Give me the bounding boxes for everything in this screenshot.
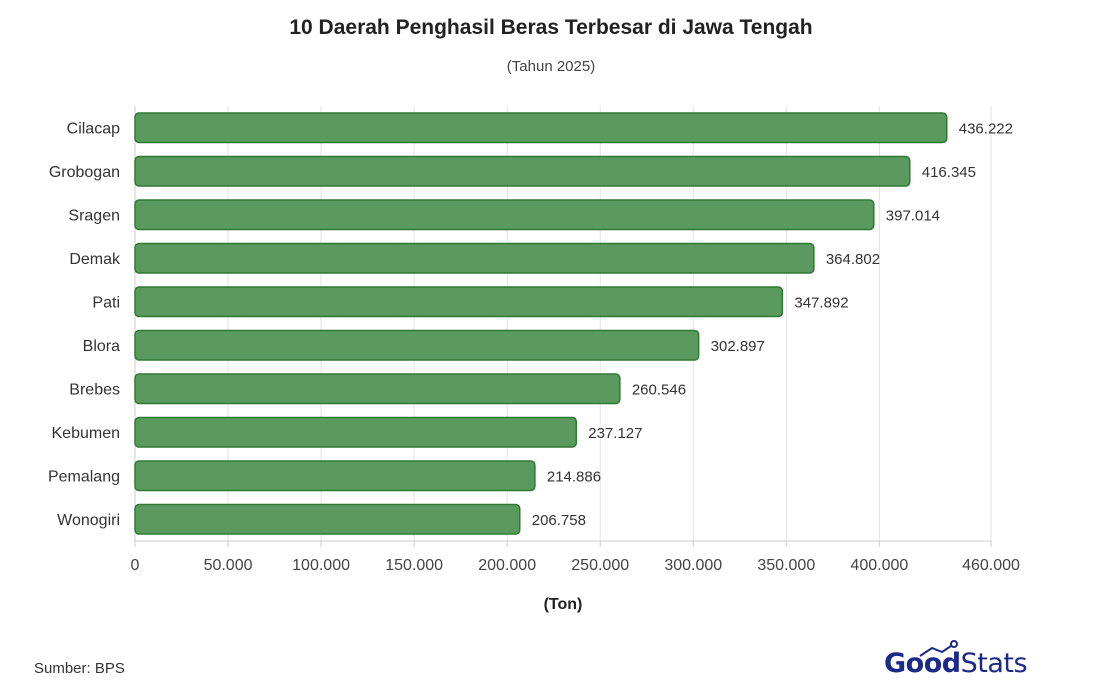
value-label: 206.758 bbox=[532, 512, 586, 529]
chart-subtitle: (Tahun 2025) bbox=[506, 58, 596, 75]
bar bbox=[134, 416, 578, 448]
category-label: Sragen bbox=[68, 207, 120, 224]
chart-title: 10 Daerah Penghasil Beras Terbesar di Ja… bbox=[289, 16, 813, 39]
category-label: Pati bbox=[92, 294, 120, 311]
category-label: Demak bbox=[69, 251, 121, 268]
bar bbox=[134, 460, 536, 492]
bar-chart: 0 50.000 100.000 150.000 200.000 250.000 300.0… bbox=[48, 106, 1020, 613]
bar bbox=[134, 373, 621, 405]
goodstats-logo-mark-icon bbox=[919, 640, 958, 657]
x-tick-label: 0 bbox=[131, 557, 140, 574]
x-tick-label: 50.000 bbox=[204, 557, 253, 574]
source-note: Sumber: BPS bbox=[34, 660, 125, 677]
category-label: Wonogiri bbox=[57, 512, 120, 529]
value-label: 364.802 bbox=[826, 251, 880, 268]
value-label: 260.546 bbox=[632, 381, 686, 398]
logo-stats-text: Stats bbox=[960, 648, 1028, 679]
goodstats-logo: GoodStats bbox=[884, 648, 1028, 679]
value-label: 214.886 bbox=[547, 468, 601, 485]
bar bbox=[134, 503, 521, 535]
bar bbox=[134, 155, 911, 187]
bar bbox=[134, 199, 875, 231]
value-label: 416.345 bbox=[922, 164, 976, 181]
value-label: 347.892 bbox=[794, 294, 848, 311]
value-label: 302.897 bbox=[711, 338, 765, 355]
x-tick-label: 200.000 bbox=[478, 557, 536, 574]
category-label: Blora bbox=[83, 338, 120, 355]
category-label: Pemalang bbox=[48, 468, 120, 485]
value-label: 436.222 bbox=[959, 120, 1013, 137]
x-tick-label: 100.000 bbox=[292, 557, 350, 574]
category-label: Grobogan bbox=[49, 164, 120, 181]
x-tick-label: 350.000 bbox=[757, 557, 815, 574]
category-label: Brebes bbox=[69, 381, 120, 398]
logo-good-text: Good bbox=[884, 648, 961, 679]
x-axis-title: (Ton) bbox=[544, 596, 583, 613]
x-tick-label: 250.000 bbox=[571, 557, 629, 574]
category-label: Cilacap bbox=[67, 120, 120, 137]
category-label: Kebumen bbox=[52, 425, 121, 442]
bar bbox=[134, 112, 948, 144]
value-label: 397.014 bbox=[886, 207, 940, 224]
x-tick-label: 460.000 bbox=[962, 557, 1020, 574]
x-tick-label: 400.000 bbox=[850, 557, 908, 574]
bar bbox=[134, 329, 700, 361]
bar bbox=[134, 286, 784, 318]
x-tick-label: 150.000 bbox=[385, 557, 443, 574]
x-tick-label: 300.000 bbox=[664, 557, 722, 574]
bar bbox=[134, 242, 815, 274]
value-label: 237.127 bbox=[588, 425, 642, 442]
